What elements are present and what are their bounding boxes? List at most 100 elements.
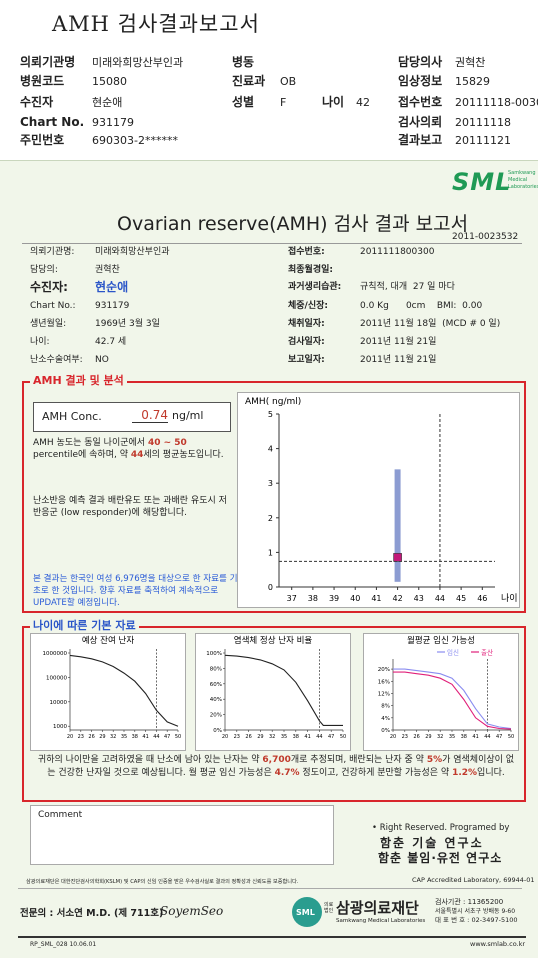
y-tick-label: 40% xyxy=(210,697,222,703)
field-value: 권혁찬 xyxy=(95,265,120,275)
series-line xyxy=(224,654,343,726)
text-piece: 입니다. xyxy=(477,768,505,778)
chart-panel xyxy=(237,392,520,608)
text-piece: 귀하의 나이만을 고려하였을 때 난소에 남아 있는 난자는 약 xyxy=(37,755,263,765)
basics-heading: 나이에 따른 기본 자료 xyxy=(30,619,139,633)
conc-value: 0.74 xyxy=(132,408,168,424)
y-tick-label: 0 xyxy=(268,583,273,592)
result-box xyxy=(22,381,526,613)
text-piece: 6,700 xyxy=(262,755,291,765)
field-value: 현순애 xyxy=(95,280,129,294)
x-tick-label: 47 xyxy=(496,734,502,740)
chart-title: 예상 잔여 난자 xyxy=(82,635,135,646)
y-tick-label: 100% xyxy=(206,651,222,657)
field-value: 미래와희망산부인과 xyxy=(92,56,184,69)
comment-label: Comment xyxy=(38,810,83,820)
field-label: 결과보고 xyxy=(398,133,443,147)
conc-label: AMH Conc. xyxy=(42,410,102,423)
field-label: 보고일자: xyxy=(288,355,325,365)
field-label: 성별 xyxy=(232,95,255,109)
result-heading: AMH 결과 및 분석 xyxy=(30,374,127,388)
x-tick-label: 50 xyxy=(175,734,181,740)
x-tick-label: 32 xyxy=(269,734,275,740)
text-piece: 가 염색체이상이 없는 건강한 난자일 것으로 예상됩니다. 월 평균 임신 가… xyxy=(47,755,515,778)
y-tick-label: 0% xyxy=(381,728,390,734)
x-tick-label: 38 xyxy=(461,734,467,740)
mini-chart: 예상 잔여 난자 1000 10000 100000 1000000 20 23 26 29 32… xyxy=(30,633,186,751)
field-label: 병동 xyxy=(232,55,255,69)
doctor: 전문의 : 서소연 M.D. (제 711호) xyxy=(20,908,164,919)
basics-box xyxy=(22,626,526,802)
x-tick-label: 41 xyxy=(371,594,381,603)
y-tick-label: 12% xyxy=(378,691,390,697)
conc-box xyxy=(33,402,231,432)
bottom-rule xyxy=(18,936,526,938)
x-tick-label: 47 xyxy=(328,734,334,740)
y-tick-label: 1 xyxy=(268,548,273,557)
series-line xyxy=(393,668,512,730)
text-piece: 40 ~ 50 xyxy=(147,438,187,448)
field-label: 채취일자: xyxy=(288,319,325,329)
report-no: 2011-0023532 xyxy=(452,232,519,242)
y-tick-label: 4 xyxy=(268,445,273,454)
result-note: 본 결과는 한국인 여성 6,976명을 대상으로 한 자료를 기초로 한 것입… xyxy=(33,574,238,608)
y-tick-label: 60% xyxy=(210,682,222,688)
field-label: 검사일자: xyxy=(288,337,325,347)
result-text: 난소반응 예측 결과 배란유도 또는 과배란 유도시 저반응군 (low res… xyxy=(33,496,227,518)
x-tick-label: 38 xyxy=(293,734,299,740)
x-tick-label: 32 xyxy=(110,734,116,740)
range-bar xyxy=(394,469,401,582)
org-info: 검사기관 : 11365200 xyxy=(435,898,504,906)
field-value: 42.7 세 xyxy=(95,337,127,347)
field-value: 2011년 11월 21일 xyxy=(360,337,437,347)
result-text: AMH 농도는 동일 나이군에서 40 ~ 50 percentile에 속하며… xyxy=(33,437,231,461)
y-tick-label: 4% xyxy=(381,716,390,722)
text-piece: percentile에 속하며, 약 xyxy=(33,450,131,460)
credit-line: • Right Reserved. Programed by xyxy=(372,823,510,833)
field-label: Chart No. xyxy=(20,115,85,129)
field-value: 15829 xyxy=(455,75,490,88)
field-label: 병원코드 xyxy=(20,74,65,88)
logo-sub: Medical xyxy=(508,177,528,183)
field-value: 2011년 11월 18일 (MCD # 0 일) xyxy=(360,319,501,329)
field-value: 931179 xyxy=(92,116,134,129)
field-value: 미래와희망산부인과 xyxy=(95,247,170,257)
field-value: F xyxy=(280,96,287,109)
field-value: 20111121 xyxy=(455,134,511,147)
field-value: 15080 xyxy=(92,75,127,88)
report-title: Ovarian reserve(AMH) 검사 결과 보고서 xyxy=(117,213,469,235)
x-tick-label: 26 xyxy=(245,734,251,740)
x-tick-label: 23 xyxy=(78,734,84,740)
field-label: 나이: xyxy=(30,337,50,347)
field-value: 권혁찬 xyxy=(455,56,486,69)
y-axis-label: AMH( ng/ml) xyxy=(245,397,301,407)
x-tick-label: 43 xyxy=(414,594,424,603)
y-tick-label: 16% xyxy=(378,679,390,685)
field-label: 난소수술여부: xyxy=(30,355,83,365)
org-prefix: 의료법인 xyxy=(324,902,334,914)
field-label: 주민번호 xyxy=(20,133,65,147)
field-value: NO xyxy=(95,355,109,365)
y-tick-label: 1000 xyxy=(53,724,67,730)
series-line xyxy=(69,654,179,727)
y-tick-label: 20% xyxy=(378,667,390,673)
x-tick-label: 41 xyxy=(304,734,310,740)
chart-panel xyxy=(195,633,351,751)
field-label: 생년월일: xyxy=(30,319,67,329)
org-info: 서울특별시 서초구 방배동 9-60 xyxy=(435,908,516,915)
field-value: 2011년 11월 21일 xyxy=(360,355,437,365)
field-label: 체중/신장: xyxy=(288,301,329,311)
x-axis-label: 나이 xyxy=(501,593,518,604)
x-tick-label: 35 xyxy=(449,734,455,740)
url: www.smlab.co.kr xyxy=(470,940,526,948)
chart-title: 염색체 정상 난자 비율 xyxy=(234,635,313,646)
x-tick-label: 40 xyxy=(350,594,360,603)
chart-panel xyxy=(363,633,519,751)
footer-logo xyxy=(292,897,322,927)
x-tick-label: 50 xyxy=(508,734,514,740)
field-label: 접수번호: xyxy=(288,247,325,257)
field-label: 검사의뢰 xyxy=(398,115,443,129)
chart-title: 월평균 임신 가능성 xyxy=(407,635,475,646)
x-tick-label: 35 xyxy=(121,734,127,740)
